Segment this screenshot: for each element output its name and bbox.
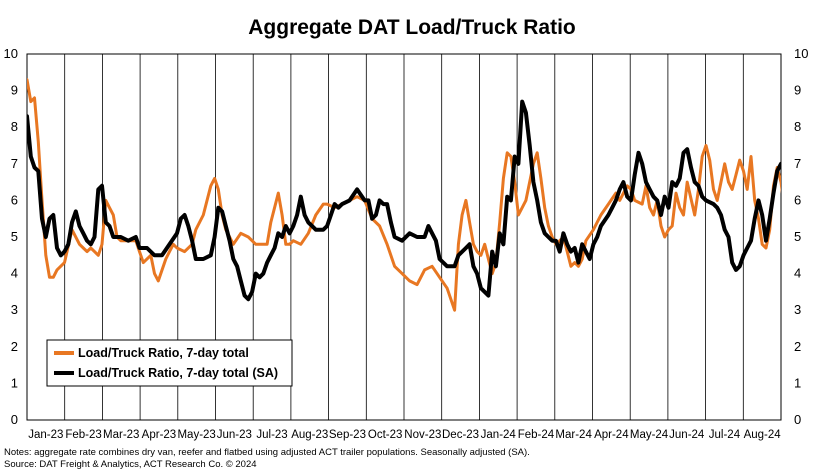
x-tick-label: Jul-23 — [256, 429, 287, 441]
x-tick-label: Mar-23 — [103, 429, 139, 441]
y-tick-label-left: 7 — [11, 156, 18, 171]
gridlines — [64, 54, 744, 420]
y-axis-left: 0 1 2 3 4 5 6 7 8 9 10 — [4, 46, 18, 427]
y-tick-label-right: 4 — [794, 266, 801, 281]
y-tick-label-right: 2 — [794, 339, 801, 354]
y-tick-label-right: 9 — [794, 83, 801, 98]
y-tick-label-right: 6 — [794, 192, 801, 207]
y-tick-label-right: 3 — [794, 302, 801, 317]
series-line-load-truck-ratio — [27, 78, 781, 312]
x-tick-label: Feb-23 — [65, 429, 101, 441]
x-tick-label: May-24 — [630, 429, 669, 441]
x-tick-label: Oct-23 — [368, 429, 403, 441]
x-tick-label: Sep-23 — [329, 429, 366, 441]
series-line-load-truck-ratio-sa — [27, 99, 781, 302]
y-tick-label-left: 9 — [11, 83, 18, 98]
y-tick-label-left: 3 — [11, 302, 18, 317]
x-tick-label: Nov-23 — [404, 429, 441, 441]
y-tick-label-left: 10 — [4, 46, 18, 61]
x-tick-label: Apr-24 — [594, 429, 629, 441]
y-tick-label-right: 8 — [794, 119, 801, 134]
x-tick-label: Jul-24 — [709, 429, 741, 441]
legend: Load/Truck Ratio, 7-day total Load/Truck… — [46, 339, 293, 387]
x-tick-label: May-23 — [177, 429, 215, 441]
y-tick-label-left: 4 — [11, 266, 18, 281]
x-tick-label: Jun-23 — [217, 429, 252, 441]
chart-title: Aggregate DAT Load/Truck Ratio — [248, 16, 575, 39]
y-tick-label-right: 5 — [794, 229, 801, 244]
y-tick-label-left: 0 — [11, 412, 18, 427]
x-tick-label: Aug-23 — [291, 429, 328, 441]
notes-text: Notes: aggregate rate combines dry van, … — [4, 447, 530, 458]
y-axis-right: 0 1 2 3 4 5 6 7 8 9 10 — [794, 46, 808, 427]
y-tick-label-left: 1 — [11, 375, 18, 390]
y-tick-label-right: 1 — [794, 375, 801, 390]
x-tick-label: Dec-23 — [442, 429, 479, 441]
y-tick-label-left: 5 — [11, 229, 18, 244]
y-tick-label-left: 8 — [11, 119, 18, 134]
legend-label-black: Load/Truck Ratio, 7-day total (SA) — [78, 366, 278, 380]
y-tick-label-left: 6 — [11, 192, 18, 207]
y-tick-label-left: 2 — [11, 339, 18, 354]
source-text: Source: DAT Freight & Analytics, ACT Res… — [4, 459, 257, 470]
x-tick-label: Feb-24 — [518, 429, 555, 441]
y-tick-label-right: 10 — [794, 46, 808, 61]
legend-label-orange: Load/Truck Ratio, 7-day total — [78, 346, 249, 360]
x-tick-label: Jan-24 — [481, 429, 517, 441]
x-tick-label: Aug-24 — [744, 429, 782, 441]
y-tick-label-right: 7 — [794, 156, 801, 171]
y-tick-label-right: 0 — [794, 412, 801, 427]
legend-box — [46, 339, 293, 387]
plot-area — [26, 53, 782, 421]
x-tick-label: Mar-24 — [555, 429, 592, 441]
x-tick-label: Jan-23 — [28, 429, 63, 441]
x-axis: Jan-23 Feb-23 Mar-23 Apr-23 May-23 Jun-23 Jul-… — [28, 429, 781, 441]
x-tick-label: Apr-23 — [142, 429, 177, 441]
series-layer — [27, 78, 781, 312]
x-tick-label: Jun-24 — [669, 429, 705, 441]
